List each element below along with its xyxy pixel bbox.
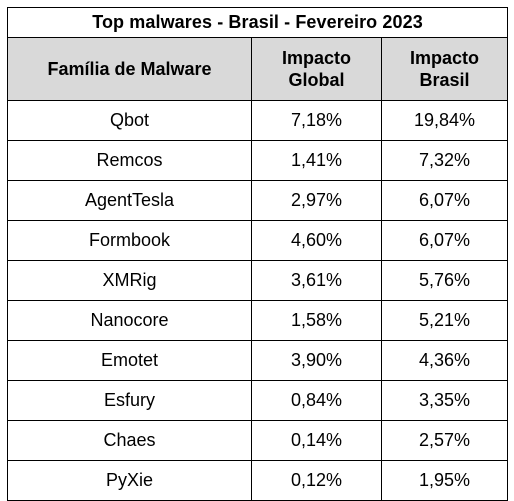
cell-impacto-global: 0,14% [251,420,382,461]
cell-family: PyXie [7,460,252,501]
cell-impacto-brasil: 5,76% [380,260,509,301]
table-row: Nanocore 1,58% 5,21% [7,300,509,341]
table-row: Remcos 1,41% 7,32% [7,140,509,181]
cell-family: Qbot [7,100,252,141]
cell-impacto-global: 1,58% [251,300,382,341]
table-title: Top malwares - Brasil - Fevereiro 2023 [6,7,509,38]
cell-family: Esfury [7,380,252,421]
cell-impacto-global: 2,97% [251,180,382,221]
cell-impacto-brasil: 7,32% [380,140,509,181]
cell-impacto-global: 0,84% [251,380,382,421]
table-row: Esfury 0,84% 3,35% [7,380,509,421]
table-row: Qbot 7,18% 19,84% [7,100,509,141]
malware-table: Top malwares - Brasil - Fevereiro 2023 F… [6,7,509,501]
table-row: PyXie 0,12% 1,95% [7,460,509,501]
cell-family: Formbook [7,220,252,261]
title-row: Top malwares - Brasil - Fevereiro 2023 [6,7,509,38]
table-row: XMRig 3,61% 5,76% [7,260,509,301]
cell-impacto-brasil: 6,07% [380,220,509,261]
cell-family: Emotet [7,340,252,381]
header-impacto-brasil: Impacto Brasil [380,37,509,101]
table-row: Emotet 3,90% 4,36% [7,340,509,381]
cell-impacto-global: 0,12% [251,460,382,501]
header-family: Família de Malware [7,37,252,101]
cell-impacto-brasil: 3,35% [380,380,509,421]
cell-impacto-global: 1,41% [251,140,382,181]
header-global-line1: Impacto [281,48,351,68]
cell-family: XMRig [7,260,252,301]
table-row: Chaes 0,14% 2,57% [7,420,509,461]
cell-impacto-brasil: 1,95% [380,460,509,501]
cell-impacto-global: 3,61% [251,260,382,301]
cell-impacto-brasil: 19,84% [380,100,509,141]
table-row: AgentTesla 2,97% 6,07% [7,180,509,221]
cell-family: Nanocore [7,300,252,341]
cell-impacto-brasil: 2,57% [380,420,509,461]
table-row: Formbook 4,60% 6,07% [7,220,509,261]
cell-family: Remcos [7,140,252,181]
cell-impacto-brasil: 4,36% [380,340,509,381]
header-impacto-global: Impacto Global [251,37,382,101]
cell-impacto-global: 3,90% [251,340,382,381]
cell-impacto-brasil: 6,07% [380,180,509,221]
cell-impacto-brasil: 5,21% [380,300,509,341]
header-brasil-line2: Brasil [419,70,470,90]
header-brasil-line1: Impacto [410,48,480,68]
cell-impacto-global: 4,60% [251,220,382,261]
cell-impacto-global: 7,18% [251,100,382,141]
cell-family: Chaes [7,420,252,461]
header-row: Família de Malware Impacto Global Impact… [7,37,509,101]
header-family-label: Família de Malware [47,59,212,79]
header-global-line2: Global [288,70,345,90]
cell-family: AgentTesla [7,180,252,221]
